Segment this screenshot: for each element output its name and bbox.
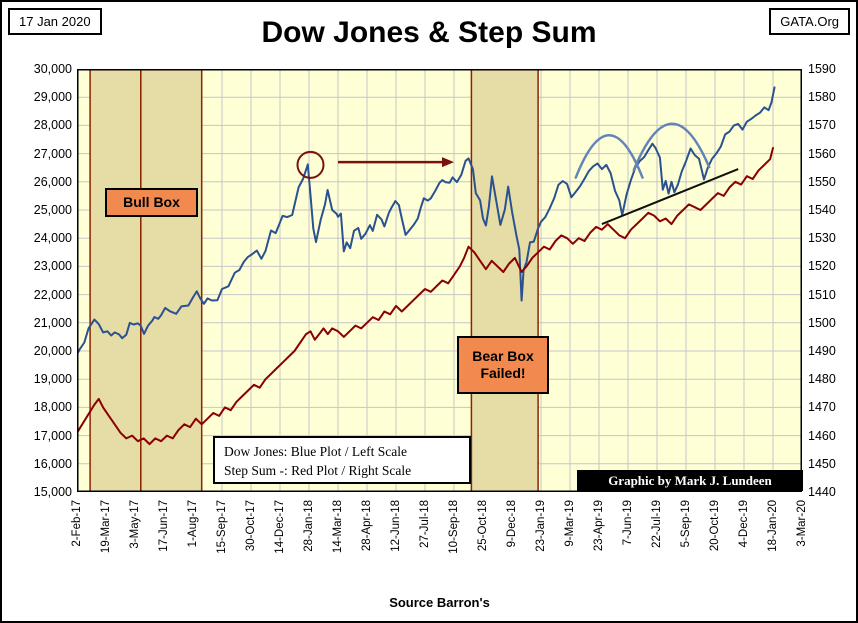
- y-axis-label-left: 24,000: [33, 231, 72, 246]
- y-axis-label-left: 18,000: [33, 400, 72, 415]
- credit-box: Graphic by Mark J. Lundeen: [577, 470, 803, 491]
- y-axis-label-right: 1470: [808, 400, 836, 415]
- step-sum-line: [77, 147, 774, 446]
- bear-box-label: Bear Box Failed!: [457, 336, 549, 394]
- bull-box-label: Bull Box: [105, 188, 198, 217]
- arc-annotation: [632, 122, 711, 172]
- y-axis-label-right: 1500: [808, 315, 836, 330]
- y-axis-label-left: 23,000: [33, 259, 72, 274]
- y-axis-label-right: 1510: [808, 287, 836, 302]
- y-axis-label-left: 30,000: [33, 62, 72, 76]
- y-axis-label-left: 15,000: [33, 485, 72, 499]
- y-axis-label-right: 1570: [808, 118, 836, 133]
- circle-annotation: [296, 150, 325, 179]
- y-axis-label-left: 27,000: [33, 146, 72, 161]
- y-axis-label-right: 1580: [808, 90, 836, 105]
- y-axis-label-left: 29,000: [33, 90, 72, 105]
- trendline-annotation: [601, 168, 739, 226]
- chart-title: Dow Jones & Step Sum: [261, 16, 597, 49]
- y-axis-label-left: 28,000: [33, 118, 72, 133]
- y-axis-label-left: 19,000: [33, 372, 72, 387]
- y-axis-label-left: 26,000: [33, 174, 72, 189]
- dow-jones-line: [77, 86, 776, 356]
- y-axis-label-left: 22,000: [33, 287, 72, 302]
- y-axis-label-right: 1480: [808, 372, 836, 387]
- y-axis-label-right: 1460: [808, 428, 836, 443]
- y-axis-label-right: 1540: [808, 203, 836, 217]
- y-axis-label-left: 20,000: [33, 344, 72, 358]
- bull-box-label-text: Bull Box: [123, 194, 180, 210]
- legend-box: Dow Jones: Blue Plot / Left Scale Step S…: [213, 436, 471, 484]
- bull-box-band-2: [140, 69, 203, 492]
- bear-box-label-line1: Bear Box: [472, 348, 534, 364]
- y-axis-label-left: 21,000: [33, 315, 72, 330]
- y-axis-label-right: 1560: [808, 146, 836, 161]
- date-label-box: 17 Jan 2020: [8, 8, 102, 35]
- arc-annotation: [574, 134, 644, 179]
- plot-border: [77, 69, 802, 492]
- source-label: Source Barron's: [389, 595, 490, 610]
- bull-box-band-1: [89, 69, 142, 492]
- chart-plot: [77, 69, 802, 492]
- date-label: 17 Jan 2020: [19, 14, 91, 29]
- y-axis-label-left: 17,000: [33, 428, 72, 443]
- y-axis-label-left: 25,000: [33, 203, 72, 217]
- legend-dow-jones: Dow Jones: Blue Plot / Left Scale: [224, 444, 407, 459]
- site-label: GATA.Org: [780, 14, 839, 29]
- y-axis-label-right: 1590: [808, 62, 836, 76]
- bear-box-label-line2: Failed!: [480, 365, 526, 381]
- y-axis-label-right: 1550: [808, 174, 836, 189]
- arrow-annotation-head: [442, 157, 454, 168]
- y-axis-label-right: 1530: [808, 231, 836, 246]
- y-axis-label-right: 1450: [808, 456, 836, 471]
- y-axis-label-right: 1490: [808, 344, 836, 358]
- site-label-box: GATA.Org: [769, 8, 850, 35]
- y-axis-label-right: 1440: [808, 485, 836, 499]
- legend-step-sum: Step Sum -: Red Plot / Right Scale: [224, 463, 412, 478]
- y-axis-label-right: 1520: [808, 259, 836, 274]
- y-axis-label-left: 16,000: [33, 456, 72, 471]
- bear-box-band: [470, 69, 539, 492]
